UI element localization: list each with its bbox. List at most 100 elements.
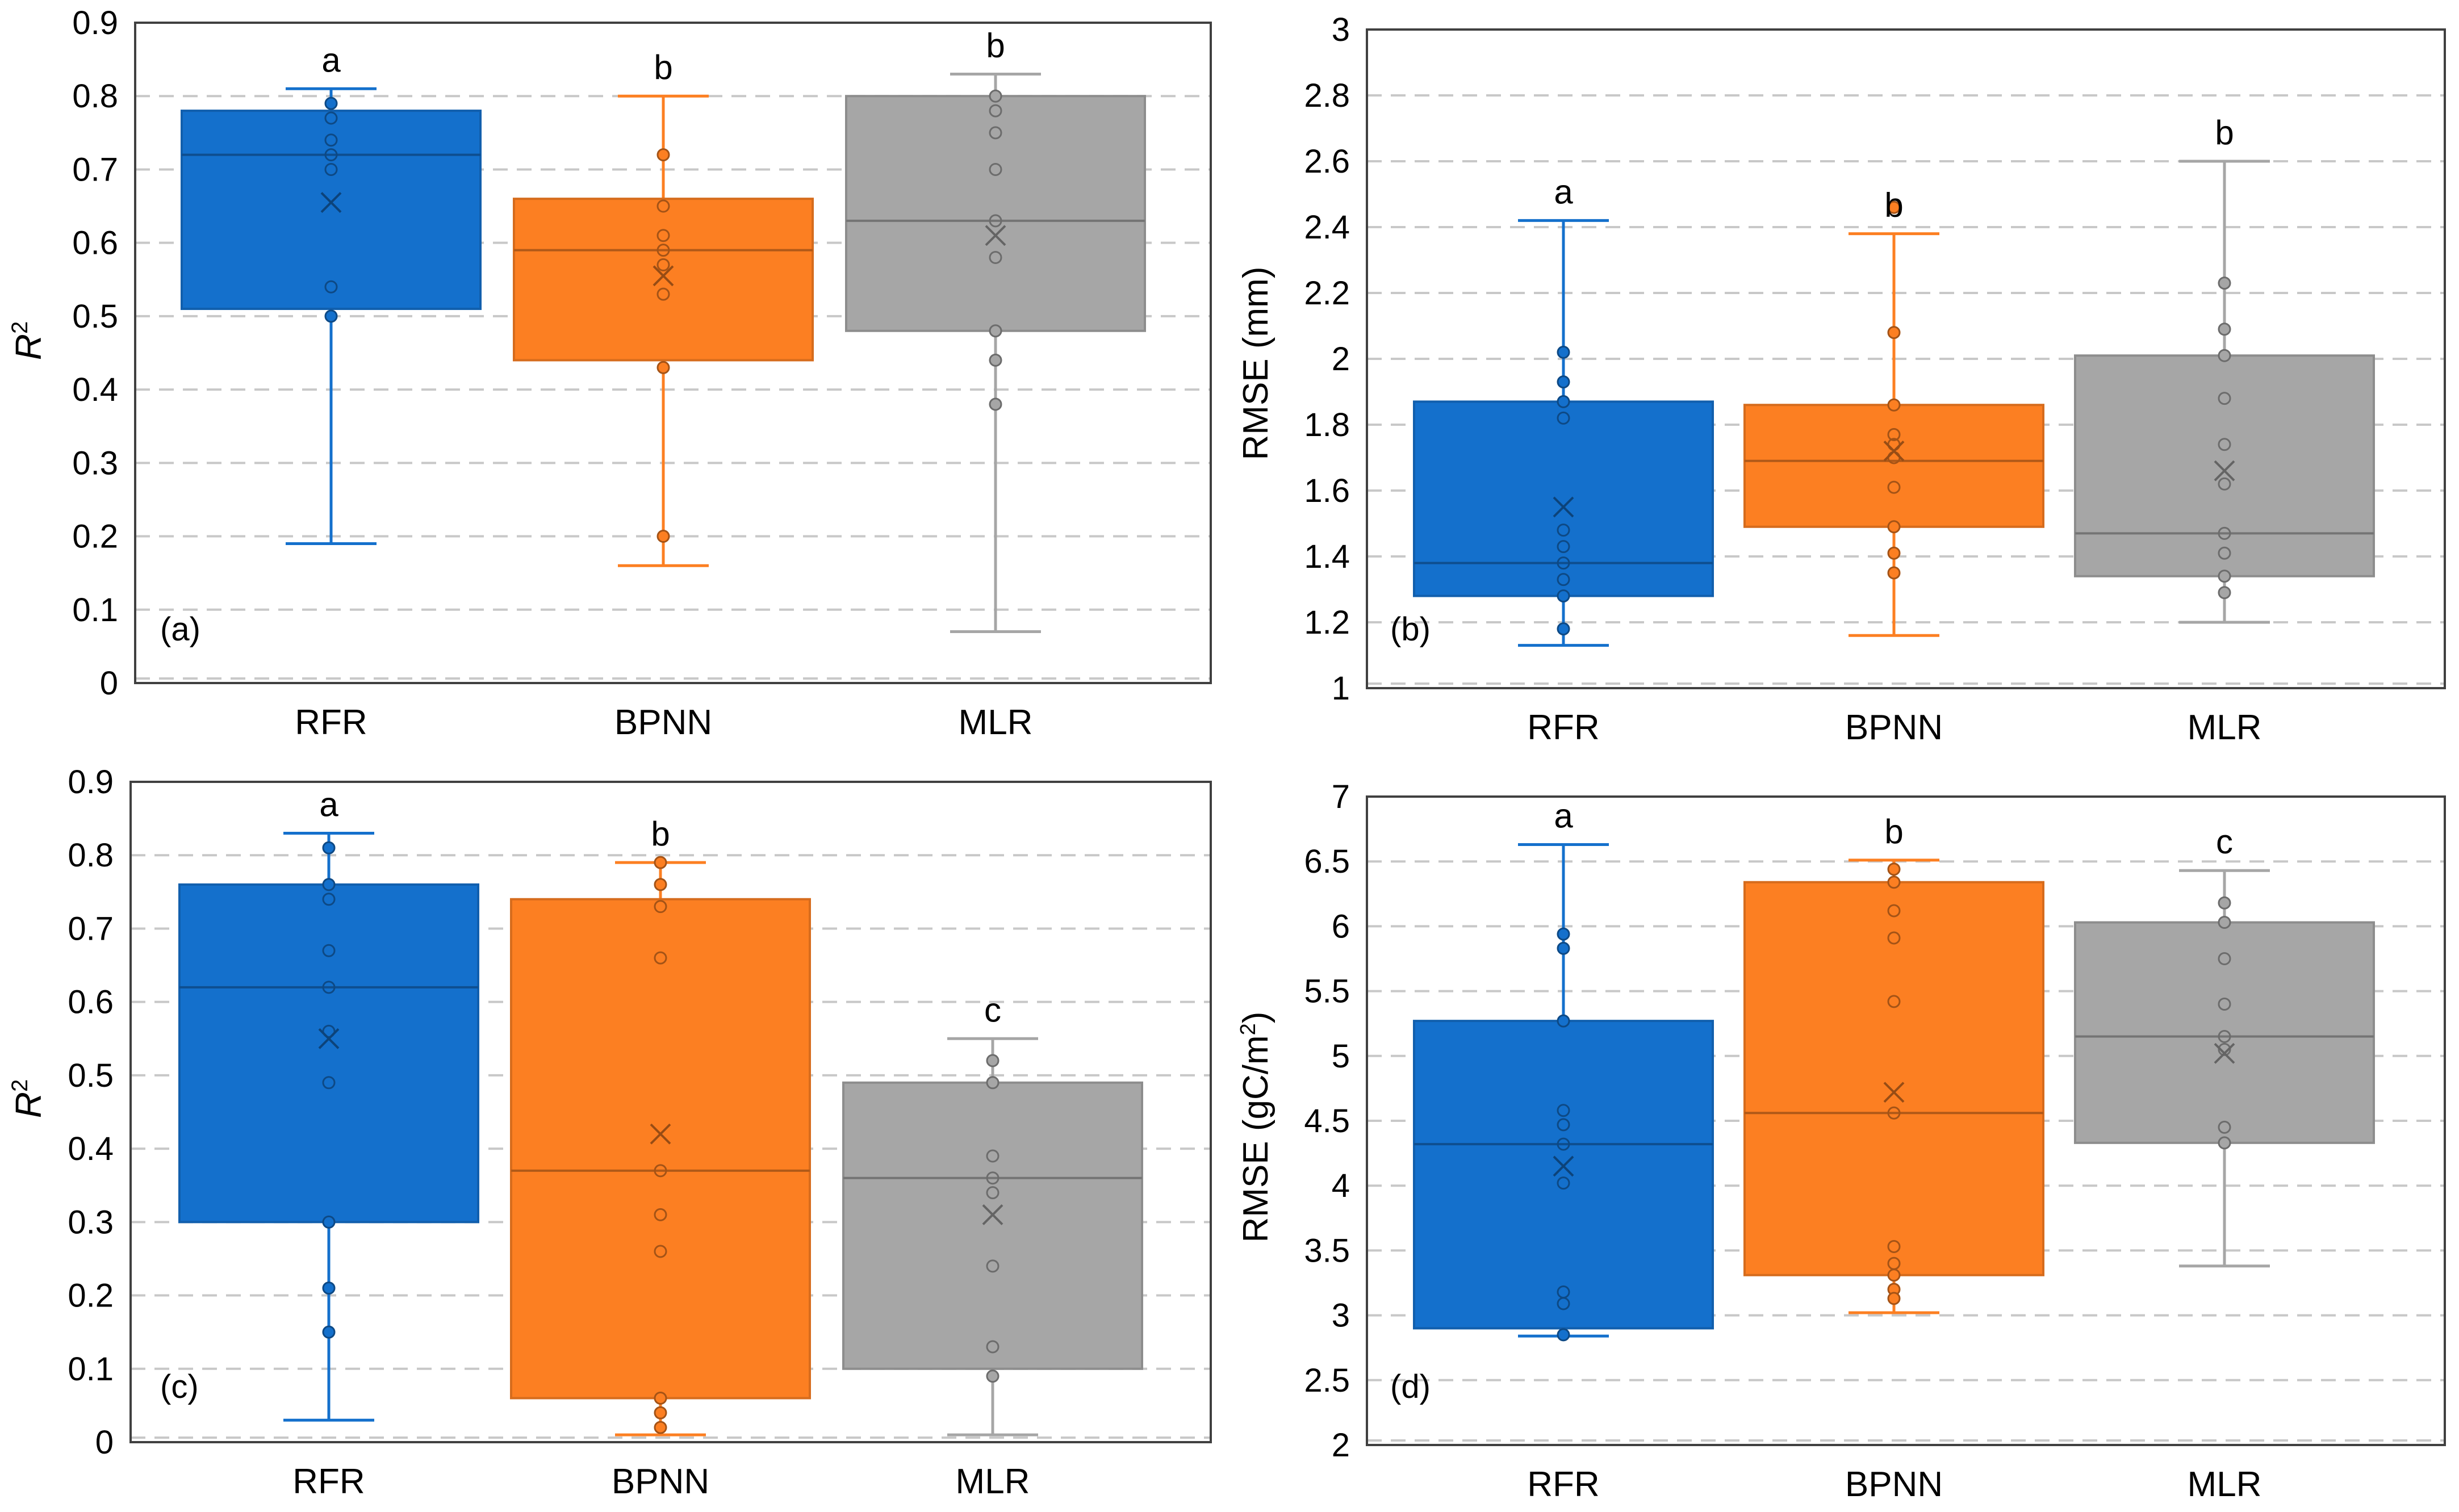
- y-tick-label: 2.5: [1304, 1362, 1350, 1399]
- y-tick-label: 0.3: [72, 445, 118, 481]
- box-mlr: c: [842, 991, 1143, 1436]
- data-point: [654, 878, 667, 891]
- significance-letter: b: [1884, 812, 1903, 851]
- data-point: [2218, 916, 2231, 929]
- data-point: [324, 148, 338, 162]
- panel-b: 1 1.2 1.4 1.6 1.8 2 2.2 2.4 2.6 2.8 3 a RFR b BPNN b MLR…: [1236, 11, 2446, 747]
- mean-marker: [985, 225, 1006, 246]
- panel-c: 0 0.1 0.2 0.3 0.4 0.5 0.6 0.7 0.8 0.9 a RFR b BPNN c ML…: [7, 764, 1212, 1501]
- data-point: [654, 1406, 667, 1419]
- x-tick-label: MLR: [2188, 1465, 2262, 1504]
- data-point: [324, 111, 338, 125]
- y-tick-label: 0.1: [72, 592, 118, 629]
- data-point: [2218, 392, 2231, 405]
- data-point: [986, 1149, 1000, 1163]
- y-tick-label: 0.6: [72, 225, 118, 262]
- data-point: [656, 287, 670, 301]
- y-tick-label: 0.4: [68, 1130, 114, 1167]
- data-point: [1557, 573, 1570, 587]
- data-point: [654, 1208, 667, 1221]
- y-tick-label: 0.8: [72, 78, 118, 115]
- mean-marker: [1883, 440, 1905, 462]
- data-point: [322, 1215, 336, 1229]
- y-tick-label: 6.5: [1304, 843, 1350, 880]
- data-point: [2218, 526, 2231, 540]
- y-tick-label: 0.7: [68, 910, 114, 947]
- data-point: [989, 353, 1002, 367]
- iqr-box: [513, 198, 814, 362]
- panel-a: 0 0.1 0.2 0.3 0.4 0.5 0.6 0.7 0.8 0.9 a RFR b BPNN b ML…: [7, 5, 1212, 742]
- y-tick-label: 1.6: [1304, 472, 1350, 509]
- mean-marker: [982, 1204, 1003, 1225]
- data-point: [1557, 927, 1570, 941]
- data-point: [1557, 395, 1570, 408]
- data-point: [989, 89, 1002, 103]
- mean-marker: [2214, 1042, 2235, 1064]
- plot-frame: [1366, 795, 2446, 1446]
- y-tick-label: 1: [1332, 670, 1350, 707]
- y-tick-label: 0.7: [72, 151, 118, 188]
- data-point: [1557, 1014, 1570, 1028]
- box-mlr: b: [2074, 114, 2375, 624]
- y-tick-label: 5: [1332, 1038, 1350, 1075]
- significance-letter: b: [651, 815, 670, 853]
- data-point: [322, 1076, 336, 1090]
- significance-letter: b: [2215, 114, 2234, 152]
- y-tick-label: 2.4: [1304, 209, 1350, 246]
- plot-frame: [134, 22, 1212, 684]
- x-tick-label: BPNN: [612, 1462, 709, 1501]
- data-point: [1887, 904, 1901, 918]
- iqr-box: [178, 883, 479, 1224]
- data-point: [989, 214, 1002, 228]
- data-point: [322, 841, 336, 855]
- iqr-box: [1743, 404, 2044, 528]
- data-point: [1557, 941, 1570, 955]
- y-tick-label: 7: [1332, 778, 1350, 815]
- data-point: [322, 1325, 336, 1339]
- panel-label: (a): [160, 611, 200, 648]
- data-point: [656, 530, 670, 543]
- y-tick-label: 2: [1332, 341, 1350, 378]
- y-tick-label: 2.2: [1304, 275, 1350, 312]
- panel-label: (d): [1390, 1368, 1431, 1405]
- data-point: [656, 148, 670, 162]
- x-tick-label: MLR: [959, 703, 1033, 742]
- data-point: [2218, 952, 2231, 965]
- data-point: [656, 199, 670, 213]
- data-point: [989, 104, 1002, 118]
- significance-letter: b: [654, 48, 672, 86]
- y-tick-label: 1.2: [1304, 604, 1350, 641]
- iqr-box: [845, 95, 1146, 332]
- x-tick-label: BPNN: [1845, 1465, 1943, 1504]
- data-point: [2218, 477, 2231, 491]
- x-tick-label: RFR: [1527, 1465, 1599, 1504]
- panel-d: 2 2.5 3 3.5 4 4.5 5 5.5 6 6.5 7 a RFR b BPNN c MLR RMSE (…: [1236, 778, 2446, 1504]
- data-point: [324, 162, 338, 176]
- panel-label: (c): [160, 1368, 199, 1405]
- data-point: [324, 280, 338, 294]
- data-point: [2218, 1042, 2231, 1056]
- significance-letter: b: [986, 26, 1005, 64]
- data-point: [654, 951, 667, 965]
- data-point: [986, 1054, 1000, 1067]
- data-point: [1887, 995, 1901, 1008]
- data-point: [1887, 200, 1901, 214]
- data-point: [1887, 520, 1901, 534]
- data-point: [989, 251, 1002, 265]
- plot-frame: [1366, 28, 2446, 689]
- data-point: [989, 397, 1002, 411]
- y-tick-label: 3: [1332, 1297, 1350, 1334]
- significance-letter: a: [319, 785, 338, 823]
- box-bpnn: b: [513, 48, 814, 567]
- y-axis-label-superscript: 2: [1236, 1023, 1260, 1035]
- y-axis-label: R2: [7, 1079, 49, 1118]
- data-point: [1557, 622, 1570, 636]
- iqr-box: [181, 110, 482, 310]
- data-point: [2218, 1120, 2231, 1134]
- data-point: [1887, 398, 1901, 412]
- significance-letter: c: [2216, 823, 2233, 861]
- data-point: [2218, 997, 2231, 1011]
- significance-letter: c: [984, 991, 1001, 1029]
- data-point: [1557, 589, 1570, 603]
- data-point: [1887, 1240, 1901, 1254]
